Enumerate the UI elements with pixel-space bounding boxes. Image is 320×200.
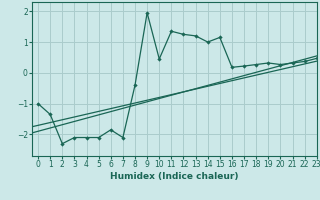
X-axis label: Humidex (Indice chaleur): Humidex (Indice chaleur)	[110, 172, 239, 181]
